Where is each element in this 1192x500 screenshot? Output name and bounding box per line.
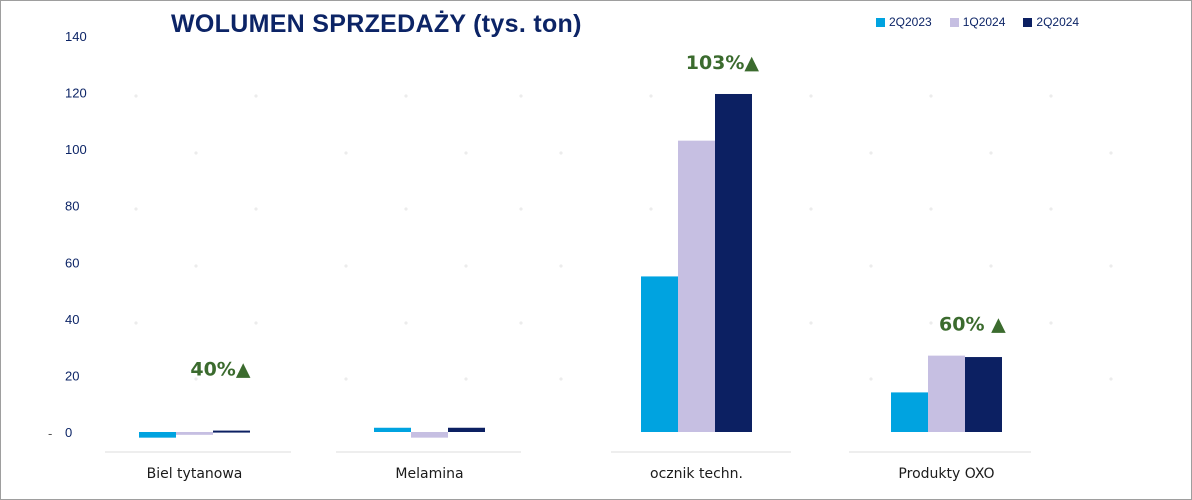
background-dot	[869, 377, 873, 381]
y-tick-label: 0	[65, 425, 72, 440]
background-dot	[194, 264, 198, 268]
background-dot	[344, 264, 348, 268]
category-label: ​ocznik techn.	[650, 466, 743, 482]
background-dot	[404, 207, 408, 211]
background-dot	[404, 321, 408, 325]
background-dot	[869, 264, 873, 268]
background-dot	[134, 321, 138, 325]
y-tick-label: 40	[65, 312, 79, 327]
background-dot	[194, 151, 198, 155]
legend-label-1q2024: 1Q2024	[962, 15, 1006, 29]
background-dot	[559, 377, 563, 381]
chart-legend: 2Q2023 1Q2024 2Q2024	[876, 15, 1079, 29]
background-dot	[559, 264, 563, 268]
legend-item-2q2024: 2Q2024	[1023, 15, 1079, 29]
bar-2q2024-cat2	[448, 427, 485, 432]
background-dot	[404, 94, 408, 98]
background-dot	[1049, 94, 1053, 98]
background-dot	[649, 94, 653, 98]
bar-2q2023-cat2	[374, 427, 411, 432]
background-dot	[1109, 151, 1113, 155]
y-axis-mark: -	[48, 426, 52, 441]
background-dot	[929, 207, 933, 211]
bar-1q2024-cat3	[678, 140, 715, 432]
background-dot	[464, 264, 468, 268]
chart-title: WOLUMEN SPRZEDAŻY (tys. ton)	[171, 10, 582, 38]
background-dot	[809, 207, 813, 211]
legend-swatch-1q2024	[949, 17, 959, 27]
bar-2q2023-cat3	[641, 276, 678, 432]
bar-2q2023-cat1	[139, 432, 176, 438]
background-dot	[194, 377, 198, 381]
background-dot	[989, 151, 993, 155]
legend-swatch-2q2024	[1023, 17, 1033, 27]
growth-label: 60% ▲	[939, 314, 1006, 336]
y-tick-label: 120	[65, 86, 87, 101]
bar-2q2024-cat4	[965, 357, 1002, 432]
legend-label-2q2024: 2Q2024	[1036, 15, 1080, 29]
background-dot	[519, 321, 523, 325]
background-dot	[809, 321, 813, 325]
background-dot	[254, 207, 258, 211]
background-dot	[134, 207, 138, 211]
background-dot	[809, 94, 813, 98]
y-tick-label: 100	[65, 142, 87, 157]
bar-1q2024-cat2	[411, 432, 448, 438]
background-dot	[559, 151, 563, 155]
growth-label: 40%▲	[190, 358, 250, 380]
background-dot	[464, 151, 468, 155]
legend-swatch-2q2023	[876, 17, 885, 27]
y-tick-label: 80	[65, 199, 79, 214]
background-dot	[344, 377, 348, 381]
legend-item-1q2024: 1Q2024	[949, 15, 1006, 29]
background-dot	[1109, 377, 1113, 381]
background-dot	[254, 94, 258, 98]
category-label: Produkty OXO	[898, 466, 994, 482]
y-tick-label: 140	[65, 29, 87, 44]
background-dot	[1109, 264, 1113, 268]
background-dot	[929, 94, 933, 98]
growth-label: 103%▲	[686, 52, 760, 74]
background-dot	[464, 377, 468, 381]
category-label: Biel tytanowa	[147, 466, 243, 482]
y-tick-label: 60	[65, 255, 79, 270]
bar-2q2024-cat3	[715, 93, 752, 432]
background-dot	[1049, 207, 1053, 211]
background-dot	[519, 94, 523, 98]
legend-item-2q2023: 2Q2023	[876, 15, 932, 29]
y-tick-label: 20	[65, 368, 79, 383]
bar-2q2024-cat1	[213, 430, 250, 433]
category-label: Melamina	[395, 466, 463, 482]
background-dot	[649, 207, 653, 211]
background-dot	[989, 264, 993, 268]
background-dot	[929, 321, 933, 325]
background-dot	[134, 94, 138, 98]
background-dot	[869, 151, 873, 155]
bar-1q2024-cat1	[176, 432, 213, 435]
background-dot	[1049, 321, 1053, 325]
bar-1q2024-cat4	[928, 355, 965, 432]
bar-2q2023-cat4	[891, 392, 928, 432]
legend-label-2q2023: 2Q2023	[889, 15, 932, 29]
background-dot	[519, 207, 523, 211]
background-dot	[254, 321, 258, 325]
background-dot	[344, 151, 348, 155]
